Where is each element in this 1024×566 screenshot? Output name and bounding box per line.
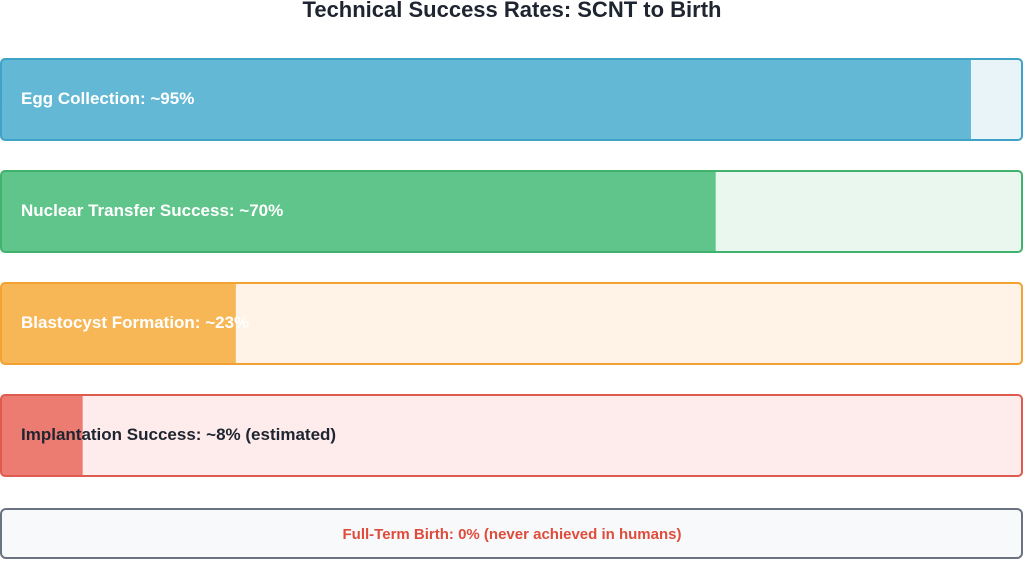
bar-label: Egg Collection: ~95% [21,89,194,108]
bar-label: Implantation Success: ~8% (estimated) [21,425,336,444]
bar [1,283,236,364]
footnote-box [0,508,1023,559]
bar [1,171,716,252]
bar-border [0,394,1023,477]
bar-border [0,58,1023,141]
bar [1,59,971,140]
bar-border [0,282,1023,365]
chart-title: Technical Success Rates: SCNT to Birth [303,0,722,22]
bar-label: Nuclear Transfer Success: ~70% [21,201,283,220]
bar-border [0,170,1023,253]
bar-track [1,283,1022,364]
bar-track [1,395,1022,476]
footnote: Full-Term Birth: 0% (never achieved in h… [343,526,682,543]
bar [1,395,83,476]
bar-label: Blastocyst Formation: ~23% [21,313,249,332]
